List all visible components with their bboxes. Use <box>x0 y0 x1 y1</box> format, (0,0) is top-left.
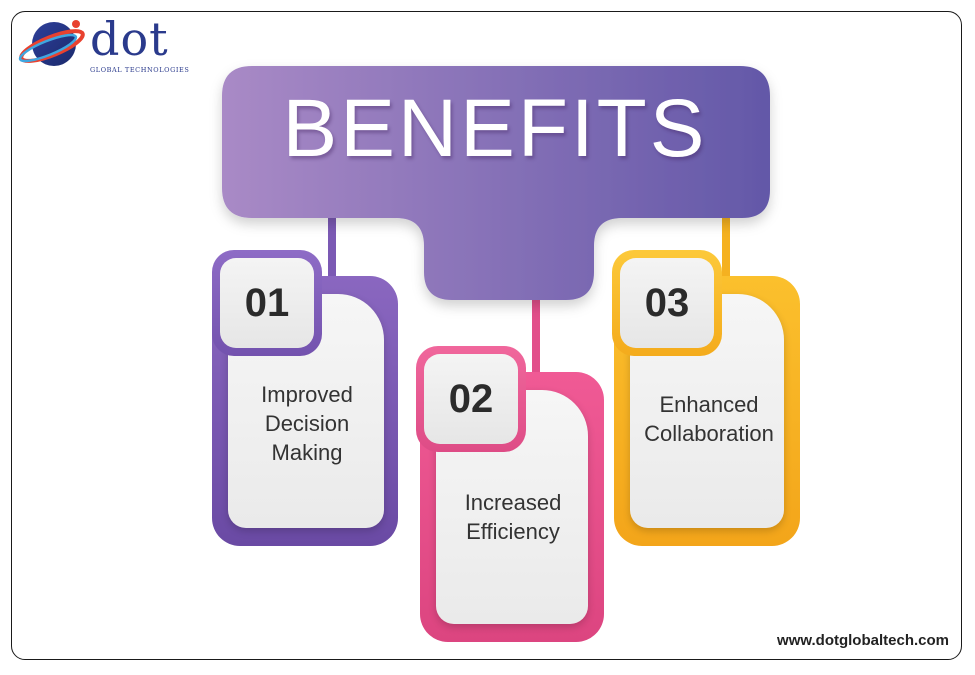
page-title: BENEFITS <box>282 83 708 174</box>
benefit-text-02: Increased Efficiency <box>438 488 588 546</box>
number-badge-02: 02 <box>416 346 526 452</box>
company-logo[interactable]: dot GLOBAL TECHNOLOGIES <box>18 12 190 76</box>
benefit-text-line: Enhanced <box>659 392 759 417</box>
benefit-card-03: 03 Enhanced Collaboration <box>612 250 802 550</box>
number-label: 02 <box>424 354 518 444</box>
benefit-text-line: Making <box>271 440 343 465</box>
benefit-card-01: 01 Improved Decision Making <box>212 250 402 550</box>
benefit-text-line: Decision <box>264 411 350 436</box>
globe-swoosh-icon <box>18 20 85 66</box>
logo-tagline: GLOBAL TECHNOLOGIES <box>90 66 190 74</box>
benefit-text-line: Efficiency <box>466 519 560 544</box>
number-badge-01: 01 <box>212 250 322 356</box>
connector-line-02 <box>532 290 540 372</box>
benefit-card-02: 02 Increased Efficiency <box>416 346 606 646</box>
benefit-text-01: Improved Decision Making <box>232 380 382 467</box>
logo-wordmark: dot <box>90 12 169 66</box>
number-label: 03 <box>620 258 714 348</box>
connector-line-01 <box>328 205 336 285</box>
connector-line-03 <box>722 215 730 277</box>
benefit-text-03: Enhanced Collaboration <box>634 390 784 448</box>
website-link[interactable]: www.dotglobaltech.com <box>777 632 949 649</box>
benefit-text-line: Collaboration <box>644 421 774 446</box>
number-label: 01 <box>220 258 314 348</box>
number-badge-03: 03 <box>612 250 722 356</box>
benefit-text-line: Increased <box>464 490 562 515</box>
benefit-text-line: Improved <box>261 382 353 407</box>
